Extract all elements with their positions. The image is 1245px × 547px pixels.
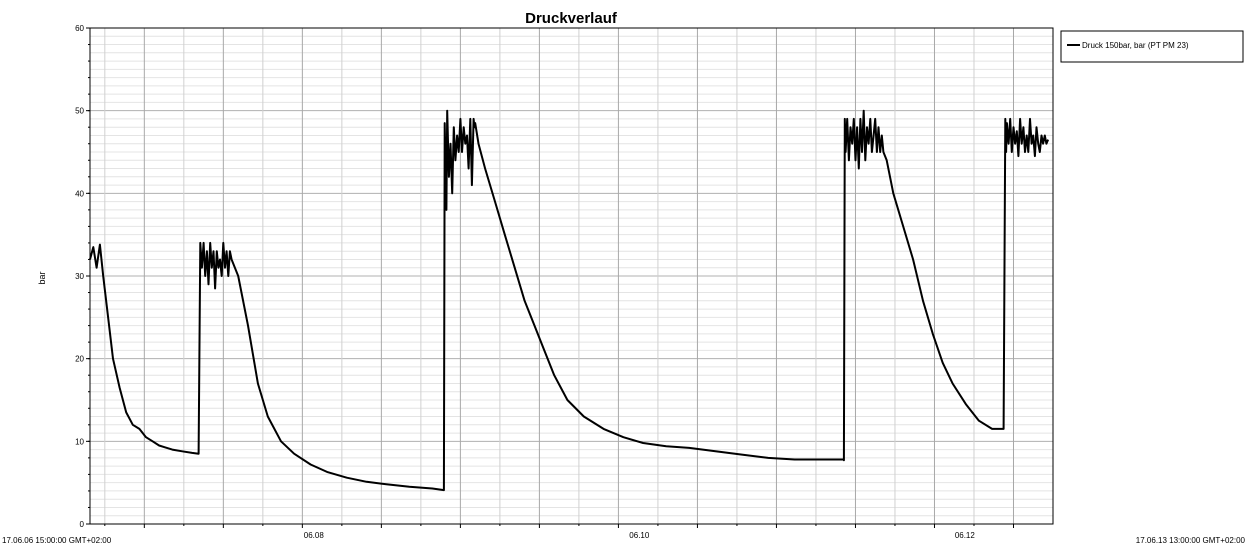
series-line xyxy=(89,109,1050,492)
y-tick-label: 50 xyxy=(75,107,84,116)
series-layer xyxy=(89,109,1050,492)
x-end-label: 17.06.13 13:00:00 GMT+02:00 xyxy=(1136,536,1245,545)
axis-ticks: 0 10 20 30 40 50 60 06.08 06.10 06.12 xyxy=(75,24,1014,540)
y-tick-label: 20 xyxy=(75,355,84,364)
x-tick-label: 06.08 xyxy=(304,531,325,540)
legend-box xyxy=(1060,30,1244,63)
grid-lines xyxy=(90,27,1053,525)
y-tick-label: 0 xyxy=(80,520,85,529)
x-tick-label: 06.12 xyxy=(955,531,976,540)
x-start-label: 17.06.06 15:00:00 GMT+02:00 xyxy=(2,536,112,545)
x-tick-label: 06.10 xyxy=(629,531,650,540)
chart-title: Druckverlauf xyxy=(525,10,618,27)
legend-label: Druck 150bar, bar (PT PM 23) xyxy=(1082,41,1189,50)
legend: Druck 150bar, bar (PT PM 23) xyxy=(1060,30,1244,63)
y-tick-label: 30 xyxy=(75,272,84,281)
y-axis-label: bar xyxy=(37,271,47,284)
y-tick-label: 60 xyxy=(75,24,84,33)
y-tick-label: 40 xyxy=(75,189,84,198)
y-tick-label: 10 xyxy=(75,437,84,446)
